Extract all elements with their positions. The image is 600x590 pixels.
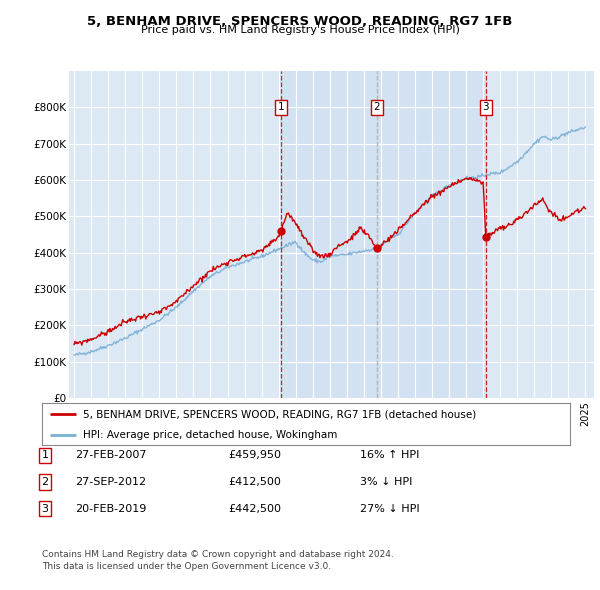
Text: £442,500: £442,500 xyxy=(228,504,281,513)
Text: HPI: Average price, detached house, Wokingham: HPI: Average price, detached house, Woki… xyxy=(83,430,338,440)
Text: 20-FEB-2019: 20-FEB-2019 xyxy=(75,504,146,513)
Text: £412,500: £412,500 xyxy=(228,477,281,487)
Bar xyxy=(281,71,377,398)
Text: 5, BENHAM DRIVE, SPENCERS WOOD, READING, RG7 1FB (detached house): 5, BENHAM DRIVE, SPENCERS WOOD, READING,… xyxy=(83,409,476,419)
Text: £459,950: £459,950 xyxy=(228,451,281,460)
Text: 5, BENHAM DRIVE, SPENCERS WOOD, READING, RG7 1FB: 5, BENHAM DRIVE, SPENCERS WOOD, READING,… xyxy=(88,15,512,28)
Text: 2: 2 xyxy=(41,477,49,487)
Text: 3: 3 xyxy=(482,102,489,112)
Text: 27% ↓ HPI: 27% ↓ HPI xyxy=(360,504,419,513)
Text: 1: 1 xyxy=(278,102,284,112)
Text: 3% ↓ HPI: 3% ↓ HPI xyxy=(360,477,412,487)
Text: 16% ↑ HPI: 16% ↑ HPI xyxy=(360,451,419,460)
Text: 2: 2 xyxy=(373,102,380,112)
Text: 27-FEB-2007: 27-FEB-2007 xyxy=(75,451,146,460)
Text: Price paid vs. HM Land Registry's House Price Index (HPI): Price paid vs. HM Land Registry's House … xyxy=(140,25,460,35)
Bar xyxy=(377,71,486,398)
Text: 27-SEP-2012: 27-SEP-2012 xyxy=(75,477,146,487)
Text: Contains HM Land Registry data © Crown copyright and database right 2024.: Contains HM Land Registry data © Crown c… xyxy=(42,550,394,559)
Text: 3: 3 xyxy=(41,504,49,513)
Text: 1: 1 xyxy=(41,451,49,460)
Text: This data is licensed under the Open Government Licence v3.0.: This data is licensed under the Open Gov… xyxy=(42,562,331,571)
